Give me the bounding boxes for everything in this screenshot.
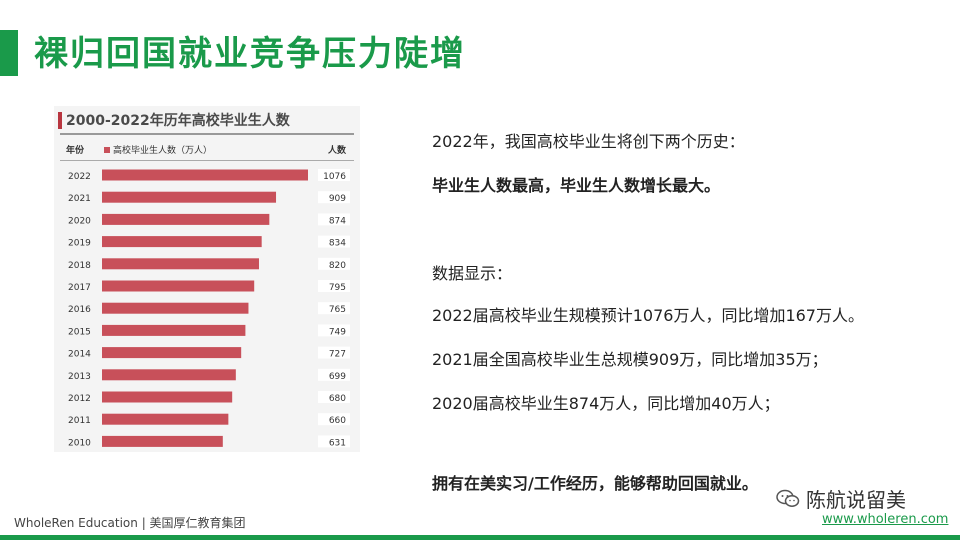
bar-2019 — [102, 236, 262, 248]
chart-header-rule-bottom — [60, 160, 354, 161]
chart-title: 2000-2022年历年高校毕业生人数 — [66, 113, 290, 129]
value-box-2013 — [318, 368, 350, 381]
year-label-2014: 2014 — [68, 350, 91, 360]
bar-2017 — [102, 280, 255, 292]
value-box-2021 — [318, 191, 350, 204]
year-label-2022: 2022 — [68, 172, 91, 182]
bar-2020 — [102, 213, 270, 225]
footer-url-link[interactable]: www.wholeren.com — [822, 512, 949, 527]
value-label-2011: 660 — [329, 416, 346, 426]
slide-title: 裸归回国就业竞争压力陡增 — [34, 34, 466, 74]
value-box-2010 — [318, 435, 350, 448]
value-label-2013: 699 — [329, 372, 346, 382]
chart-category-header: 年份 — [66, 146, 85, 156]
value-box-2018 — [318, 257, 350, 270]
footer-company: WholeRen Education | 美国厚仁教育集团 — [14, 516, 246, 530]
value-box-2012 — [318, 391, 350, 403]
bar-chart: 2022 1076 2021 909 2020 874 2019 834 2018 820 2017… — [68, 169, 350, 448]
highlight-text: 毕业生人数最高，毕业生人数增长最大。 — [432, 176, 721, 195]
value-box-2014 — [318, 346, 350, 359]
chart-title-marker — [58, 112, 62, 129]
stat-2022-text: 2022届高校毕业生规模预计1076万人，同比增加167万人。 — [432, 306, 864, 325]
stat-2021-text: 2021届全国高校毕业生总规模909万，同比增加35万； — [432, 350, 828, 369]
year-label-2020: 2020 — [68, 216, 91, 226]
footer-bar — [0, 535, 960, 540]
title-accent-bar — [0, 30, 18, 76]
value-box-2016 — [318, 302, 350, 315]
stat-2020-text: 2020届高校毕业生874万人，同比增加40万人； — [432, 394, 780, 413]
legend-label: 高校毕业生人数（万人） — [113, 146, 213, 156]
bar-2011 — [102, 413, 229, 425]
brand-name: 陈航说留美 — [806, 488, 906, 512]
value-box-2015 — [318, 324, 350, 337]
bar-2018 — [102, 258, 259, 270]
bar-2013 — [102, 369, 236, 381]
value-label-2022: 1076 — [323, 172, 346, 182]
value-label-2018: 820 — [329, 261, 346, 271]
year-label-2013: 2013 — [68, 372, 91, 382]
value-label-2021: 909 — [329, 194, 346, 204]
intro-text: 2022年，我国高校毕业生将创下两个历史： — [432, 132, 745, 151]
wechat-icon — [776, 489, 800, 507]
bar-2022 — [102, 169, 308, 181]
value-box-2011 — [318, 413, 350, 426]
year-label-2011: 2011 — [68, 416, 91, 426]
year-label-2012: 2012 — [68, 394, 91, 404]
value-label-2016: 765 — [329, 305, 346, 315]
value-label-2012: 680 — [329, 394, 346, 404]
year-label-2016: 2016 — [68, 305, 91, 315]
value-box-2022 — [318, 169, 350, 181]
value-box-2017 — [318, 280, 350, 292]
bar-2016 — [102, 302, 249, 314]
value-label-2015: 749 — [329, 327, 346, 337]
value-box-2020 — [318, 213, 350, 226]
brand: 陈航说留美 — [776, 484, 906, 513]
chart-card: 2000-2022年历年高校毕业生人数 年份 高校毕业生人数（万人） 人数 20… — [54, 106, 360, 452]
bar-2014 — [102, 347, 242, 359]
value-label-2014: 727 — [329, 350, 346, 360]
year-label-2021: 2021 — [68, 194, 91, 204]
chart-value-header: 人数 — [327, 146, 346, 156]
chart-legend: 高校毕业生人数（万人） — [104, 143, 212, 156]
bar-2015 — [102, 324, 246, 336]
value-label-2019: 834 — [329, 239, 346, 249]
year-label-2010: 2010 — [68, 438, 91, 448]
legend-swatch — [104, 146, 110, 153]
conclusion-text: 拥有在美实习/工作经历，能够帮助回国就业。 — [432, 474, 758, 493]
year-label-2015: 2015 — [68, 327, 91, 337]
value-label-2010: 631 — [329, 438, 346, 448]
value-box-2019 — [318, 235, 350, 248]
data-intro-text: 数据显示： — [432, 264, 513, 283]
value-label-2017: 795 — [329, 283, 346, 293]
chart-header-rule — [60, 133, 354, 135]
value-label-2020: 874 — [329, 216, 346, 226]
bar-2021 — [102, 191, 277, 203]
bar-2012 — [102, 391, 233, 403]
year-label-2018: 2018 — [68, 261, 91, 271]
year-label-2017: 2017 — [68, 283, 91, 293]
year-label-2019: 2019 — [68, 239, 91, 249]
bar-2010 — [102, 435, 223, 447]
